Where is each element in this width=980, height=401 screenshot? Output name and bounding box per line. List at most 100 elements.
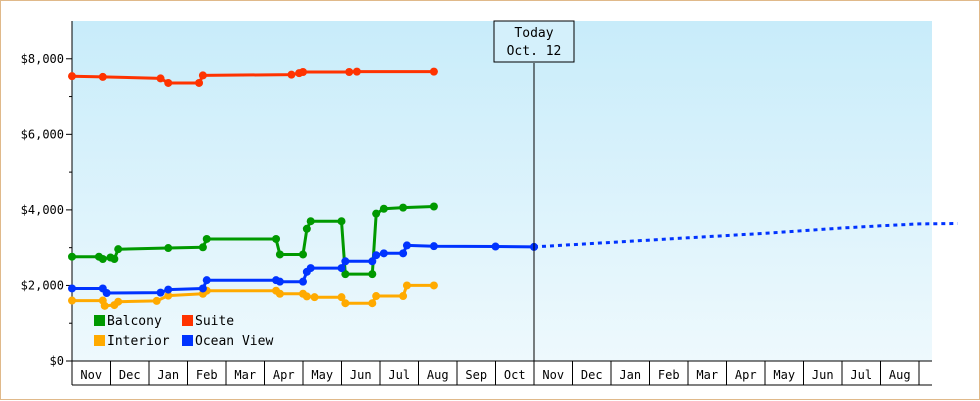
- x-tick-label: Nov: [542, 368, 564, 382]
- legend-label: Ocean View: [195, 334, 273, 349]
- data-point-interior: [152, 296, 161, 305]
- x-tick-label: Jul: [388, 368, 410, 382]
- data-point-ocean-view: [429, 242, 438, 251]
- data-point-balcony: [341, 270, 350, 279]
- data-point-interior: [372, 292, 381, 301]
- data-point-ocean-view: [368, 257, 377, 266]
- x-tick-label: May: [311, 368, 333, 382]
- data-point-suite: [195, 78, 204, 87]
- data-point-suite: [156, 74, 165, 83]
- legend-label: Interior: [107, 334, 170, 349]
- data-point-balcony: [110, 255, 119, 263]
- legend-label: Suite: [195, 314, 234, 329]
- x-tick-label: Oct: [504, 368, 526, 382]
- x-tick-label: Sep: [465, 368, 487, 382]
- data-point-balcony: [379, 204, 388, 213]
- y-tick-label: $4,000: [21, 203, 64, 217]
- data-point-suite: [429, 67, 438, 76]
- data-point-interior: [341, 299, 350, 308]
- data-point-ocean-view: [198, 284, 207, 293]
- data-point-ocean-view: [341, 257, 350, 266]
- x-tick-label: Jan: [619, 368, 641, 382]
- data-point-interior: [68, 296, 76, 305]
- data-point-interior: [429, 281, 438, 290]
- data-point-balcony: [272, 234, 281, 243]
- x-tick-label: Apr: [273, 368, 295, 382]
- y-tick-label: $2,000: [21, 278, 64, 292]
- data-point-ocean-view: [399, 249, 408, 258]
- data-point-balcony: [302, 224, 311, 233]
- data-point-balcony: [198, 243, 207, 252]
- data-point-suite: [345, 68, 354, 76]
- plot-background: [72, 21, 932, 361]
- data-point-balcony: [372, 209, 381, 218]
- data-point-suite: [98, 72, 107, 81]
- x-tick-label: Jul: [850, 368, 872, 382]
- x-tick-label: May: [773, 368, 795, 382]
- x-tick-label: Nov: [80, 368, 102, 382]
- data-point-interior: [310, 293, 319, 302]
- data-point-interior: [402, 281, 411, 290]
- today-box: [493, 20, 575, 63]
- data-point-balcony: [368, 270, 377, 279]
- legend-swatch: [182, 335, 193, 346]
- data-point-suite: [299, 68, 307, 76]
- x-tick-label: Mar: [234, 368, 256, 382]
- data-point-ocean-view: [372, 251, 381, 260]
- data-point-ocean-view: [379, 249, 388, 258]
- x-tick-label: Dec: [119, 368, 141, 382]
- data-point-suite: [287, 70, 296, 79]
- data-point-balcony: [299, 250, 307, 259]
- data-point-interior: [302, 292, 311, 301]
- projection-line-ocean-view: [533, 222, 958, 249]
- data-point-suite: [164, 78, 173, 87]
- x-tick-label: Feb: [658, 368, 680, 382]
- data-point-balcony: [202, 234, 211, 243]
- data-point-balcony: [429, 202, 438, 211]
- data-point-ocean-view: [337, 264, 346, 273]
- data-point-balcony: [114, 245, 123, 254]
- data-point-interior: [399, 292, 408, 301]
- data-point-interior: [275, 289, 284, 298]
- data-point-ocean-view: [102, 289, 111, 297]
- y-tick-label: $0: [50, 354, 64, 368]
- data-point-balcony: [98, 255, 107, 263]
- x-tick-label: Aug: [889, 368, 911, 382]
- today-label: Today: [514, 26, 553, 41]
- data-point-ocean-view: [299, 277, 307, 286]
- data-point-suite: [352, 67, 361, 76]
- x-tick-label: Dec: [581, 368, 603, 382]
- legend-swatch: [94, 335, 105, 346]
- x-tick-label: Jan: [157, 368, 179, 382]
- legend-swatch: [182, 315, 193, 326]
- data-point-ocean-view: [202, 276, 211, 285]
- x-tick-label: Aug: [427, 368, 449, 382]
- data-point-interior: [337, 293, 346, 302]
- data-point-balcony: [68, 252, 76, 261]
- data-point-suite: [198, 71, 207, 80]
- data-point-ocean-view: [68, 284, 76, 293]
- data-point-balcony: [399, 203, 408, 212]
- x-tick-label: Jun: [350, 368, 372, 382]
- data-point-ocean-view: [164, 285, 173, 294]
- data-point-ocean-view: [306, 264, 315, 273]
- data-point-balcony: [337, 217, 346, 226]
- x-tick-label: Jun: [812, 368, 834, 382]
- data-point-interior: [164, 291, 173, 300]
- data-point-balcony: [306, 217, 315, 226]
- data-point-balcony: [275, 250, 284, 259]
- y-tick-label: $6,000: [21, 127, 64, 141]
- data-point-ocean-view: [156, 288, 165, 297]
- data-point-interior: [368, 299, 377, 308]
- y-tick-label: $8,000: [21, 52, 64, 66]
- data-point-ocean-view: [402, 241, 411, 250]
- legend-label: Balcony: [107, 314, 162, 329]
- data-point-ocean-view: [275, 277, 284, 286]
- data-point-interior: [114, 297, 123, 306]
- data-point-ocean-view: [491, 242, 500, 251]
- x-tick-label: Feb: [196, 368, 218, 382]
- today-date: Oct. 12: [507, 44, 562, 59]
- legend-swatch: [94, 315, 105, 326]
